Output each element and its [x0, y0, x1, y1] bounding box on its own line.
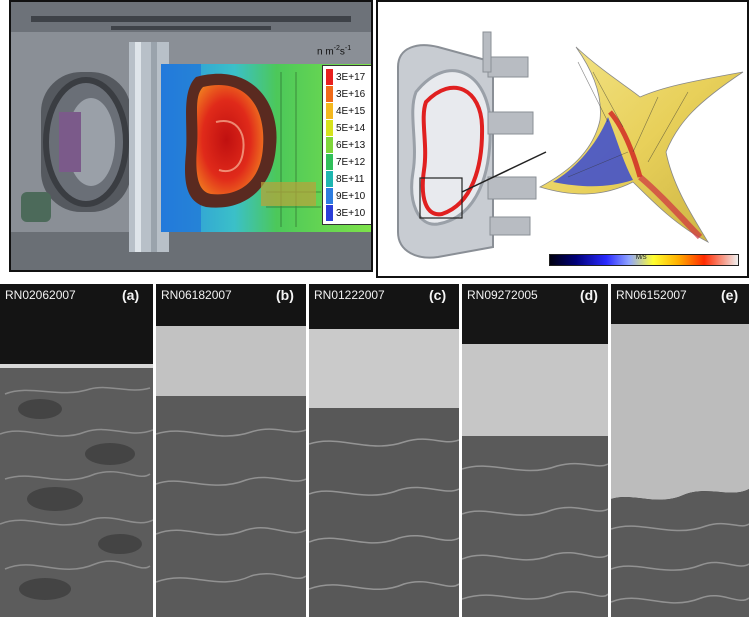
flux-unit-exponent-2: -1	[344, 45, 352, 52]
flux-legend-label: 3E+16	[336, 88, 366, 100]
sem-panel: RN06182007 (b)	[156, 284, 306, 617]
sem-panel-letter: (e)	[721, 287, 739, 303]
flux-legend-row: 8E+11	[323, 171, 364, 187]
flux-legend-swatch	[326, 120, 333, 136]
flux-unit-exponent-1: -2	[333, 45, 340, 52]
flux-unit-mid: s	[339, 46, 345, 58]
sem-panel: RN01222007 (c)	[309, 284, 459, 617]
sem-panel: RN06152007 (e)	[611, 284, 749, 617]
sem-sample-id: RN09272005	[467, 288, 538, 302]
sem-panel-letter: (a)	[122, 287, 140, 303]
divertor-illustration	[397, 31, 744, 259]
flux-legend-row: 5E+14	[323, 120, 365, 136]
tokamak-flux-panel: n m-2s-1 3E+17 3E+16 4E+15 5E+14 6E+13 7…	[9, 0, 373, 272]
flux-legend-swatch	[326, 205, 333, 221]
flux-legend-label: 4E+15	[336, 105, 366, 117]
sem-micrograph-image	[611, 284, 749, 617]
flux-legend-row: 9E+10	[323, 188, 365, 204]
flux-legend-swatch	[326, 188, 333, 204]
sem-panel: RN09272005 (d)	[462, 284, 608, 617]
flux-legend-row: 3E+10	[323, 205, 365, 221]
sem-micrograph-image	[462, 284, 608, 617]
sem-micrograph-image	[0, 284, 153, 617]
flux-legend-row: 3E+17	[323, 69, 365, 85]
sem-panel-letter: (c)	[429, 287, 447, 303]
flux-legend-swatch	[326, 154, 333, 170]
flux-legend-row: 3E+16	[323, 86, 365, 102]
flux-legend-row: 6E+13	[323, 137, 365, 153]
flux-legend-label: 6E+13	[336, 139, 366, 151]
flux-unit-base: n m	[317, 46, 334, 58]
flux-legend-swatch	[326, 137, 333, 153]
flux-legend-label: 3E+17	[336, 71, 366, 83]
flux-legend-swatch	[326, 171, 333, 187]
velocity-colorbar-label: M/S	[636, 255, 647, 261]
sem-sample-id: RN06182007	[161, 288, 232, 302]
flux-legend-label: 5E+14	[336, 122, 366, 134]
flux-legend-swatch	[326, 103, 333, 119]
flux-legend-label: 3E+10	[336, 207, 366, 219]
flux-legend-swatch	[326, 86, 333, 102]
flux-legend-label: 7E+12	[336, 156, 366, 168]
flux-legend-row: 7E+12	[323, 154, 365, 170]
velocity-colorbar	[549, 254, 739, 266]
divertor-velocity-panel: M/S	[376, 0, 749, 278]
sem-panel-letter: (d)	[580, 287, 598, 303]
flux-legend-label: 9E+10	[336, 190, 366, 202]
tokamak-cutaway-illustration	[11, 2, 371, 270]
sem-sample-id: RN02062007	[5, 288, 76, 302]
flux-legend-row: 4E+15	[323, 103, 365, 119]
sem-sample-id: RN06152007	[616, 288, 687, 302]
flux-unit-label: n m-2s-1	[317, 45, 351, 57]
sem-micrograph-strip: RN02062007 (a) RN06182007 (b)	[0, 284, 749, 617]
sem-micrograph-image	[156, 284, 306, 617]
sem-sample-id: RN01222007	[314, 288, 385, 302]
sem-panel-letter: (b)	[276, 287, 294, 303]
flux-legend-swatch	[326, 69, 333, 85]
sem-panel: RN02062007 (a)	[0, 284, 153, 617]
flux-legend: 3E+17 3E+16 4E+15 5E+14 6E+13 7E+12 8E+1…	[322, 65, 371, 225]
sem-micrograph-image	[309, 284, 459, 617]
flux-legend-label: 8E+11	[336, 173, 365, 185]
